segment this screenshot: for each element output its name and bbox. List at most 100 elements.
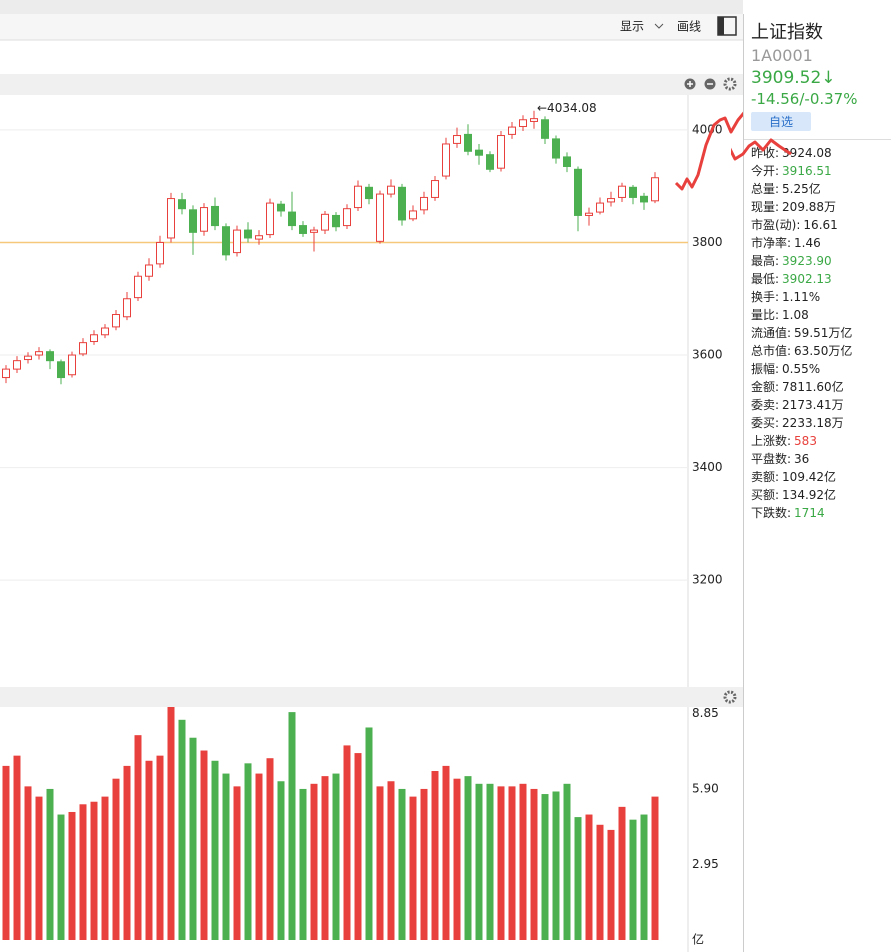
- volume-settings[interactable]: [723, 690, 737, 704]
- candle-body: [167, 198, 175, 239]
- stat-label: 卖额:: [751, 470, 780, 484]
- candle-body: [156, 241, 164, 265]
- y-tick-label: 8.85: [692, 706, 719, 720]
- volume-bar: [629, 819, 637, 940]
- stat-label: 总量:: [751, 182, 780, 196]
- stat-value: 109.42亿: [782, 470, 837, 484]
- y-tick-label: 2.95: [692, 857, 719, 871]
- stat-label: 现量:: [751, 200, 780, 214]
- candle-body: [541, 119, 549, 139]
- volume-bar: [266, 758, 274, 940]
- y-tick-label: 3200: [692, 573, 723, 587]
- volume-bar: [310, 783, 318, 940]
- stat-label: 买额:: [751, 488, 780, 502]
- candle-body: [629, 186, 637, 198]
- candle-body: [200, 207, 208, 232]
- stat-value: 0.55%: [782, 362, 821, 376]
- stat-row: 下跌数: 1714: [751, 504, 891, 522]
- candle-body: [519, 119, 527, 128]
- candle-body: [585, 212, 593, 216]
- stat-label: 平盘数:: [751, 452, 792, 466]
- index-name: 上证指数: [751, 22, 823, 43]
- volume-bar: [134, 735, 142, 940]
- stat-label: 上涨数:: [751, 434, 792, 448]
- volume-bar: [442, 765, 450, 940]
- stat-value: 1.46: [794, 236, 821, 250]
- settings[interactable]: [723, 77, 737, 91]
- draw-menu[interactable]: 画线: [677, 20, 701, 34]
- overlay: [731, 138, 792, 161]
- candle-body: [607, 198, 615, 203]
- candle-body: [486, 154, 494, 170]
- volume-bar: [464, 776, 472, 940]
- candle-body: [651, 177, 659, 202]
- candle-body: [277, 203, 285, 212]
- stat-label: 昨收:: [751, 146, 780, 160]
- y-tick-label: 3400: [692, 460, 723, 474]
- stat-value: 1714: [794, 506, 825, 520]
- candle-body: [79, 342, 87, 355]
- volume-bar: [497, 786, 505, 940]
- candle-body: [189, 209, 197, 233]
- volume-bar: [90, 801, 98, 940]
- toolbar: [0, 14, 743, 40]
- volume-bar: [101, 796, 109, 940]
- stat-value: 59.51万亿: [794, 326, 853, 340]
- candle-body: [475, 149, 483, 156]
- stat-value: 16.61: [803, 218, 838, 232]
- stat-row: 市净率: 1.46: [751, 234, 891, 252]
- stat-row: 流通值: 59.51万亿: [751, 324, 891, 342]
- volume-bar: [13, 755, 21, 940]
- stat-row: 卖额: 109.42亿: [751, 468, 891, 486]
- volume-bar: [200, 750, 208, 940]
- candle-body: [222, 226, 230, 256]
- panel-header: [0, 74, 743, 95]
- candle-body: [68, 354, 76, 376]
- stat-value: 2173.41万: [782, 398, 844, 412]
- candle-body: [365, 186, 373, 200]
- stat-value: 3902.13: [782, 272, 832, 286]
- candle-body: [530, 118, 538, 122]
- stat-row: 市盈(动): 16.61: [751, 216, 891, 234]
- candle-body: [266, 202, 274, 236]
- volume-bar: [189, 737, 197, 940]
- candle-body: [101, 327, 109, 336]
- stat-label: 委卖:: [751, 398, 780, 412]
- stat-value: 3916.51: [782, 164, 832, 178]
- candle-body: [299, 225, 307, 234]
- volume-bar: [233, 786, 241, 940]
- display-menu[interactable]: 显示: [620, 20, 644, 34]
- stat-label: 振幅:: [751, 362, 780, 376]
- candle-body: [574, 168, 582, 216]
- candle-body: [244, 229, 252, 239]
- stat-row: 总市值: 63.50万亿: [751, 342, 891, 360]
- candle-body: [464, 133, 472, 152]
- volume-bar: [530, 788, 538, 940]
- stat-label: 市净率:: [751, 236, 792, 250]
- volume-bar: [376, 786, 384, 940]
- stat-value: 1.08: [782, 308, 809, 322]
- chart-area: 显示 画线 3200 3400 3600 3800 4000 ←4034.08 亿 2.95 5…: [0, 0, 743, 952]
- candle-body: [321, 213, 329, 231]
- candle-body: [596, 202, 604, 213]
- candle-body: [90, 334, 98, 343]
- volume-bar: [574, 817, 582, 940]
- candle-body: [112, 314, 120, 328]
- candle-body: [24, 355, 32, 361]
- candle-body: [398, 186, 406, 221]
- candle-body: [46, 351, 54, 362]
- price: 3909.52↓: [751, 68, 836, 88]
- y-tick-label: 3600: [692, 348, 723, 362]
- stat-label: 委买:: [751, 416, 780, 430]
- volume-bar: [420, 788, 428, 940]
- volume-bar: [343, 745, 351, 940]
- candle-body: [354, 185, 362, 209]
- stat-row: 委卖: 2173.41万: [751, 396, 891, 414]
- y-tick-label: 5.90: [692, 781, 719, 795]
- stat-label: 最高:: [751, 254, 780, 268]
- change: -14.56/-0.37%: [751, 90, 858, 108]
- watch-button[interactable]: 自选: [751, 112, 812, 131]
- volume-bar: [112, 778, 120, 940]
- y-tick-label: 4000: [692, 122, 723, 136]
- volume-bar: [222, 773, 230, 940]
